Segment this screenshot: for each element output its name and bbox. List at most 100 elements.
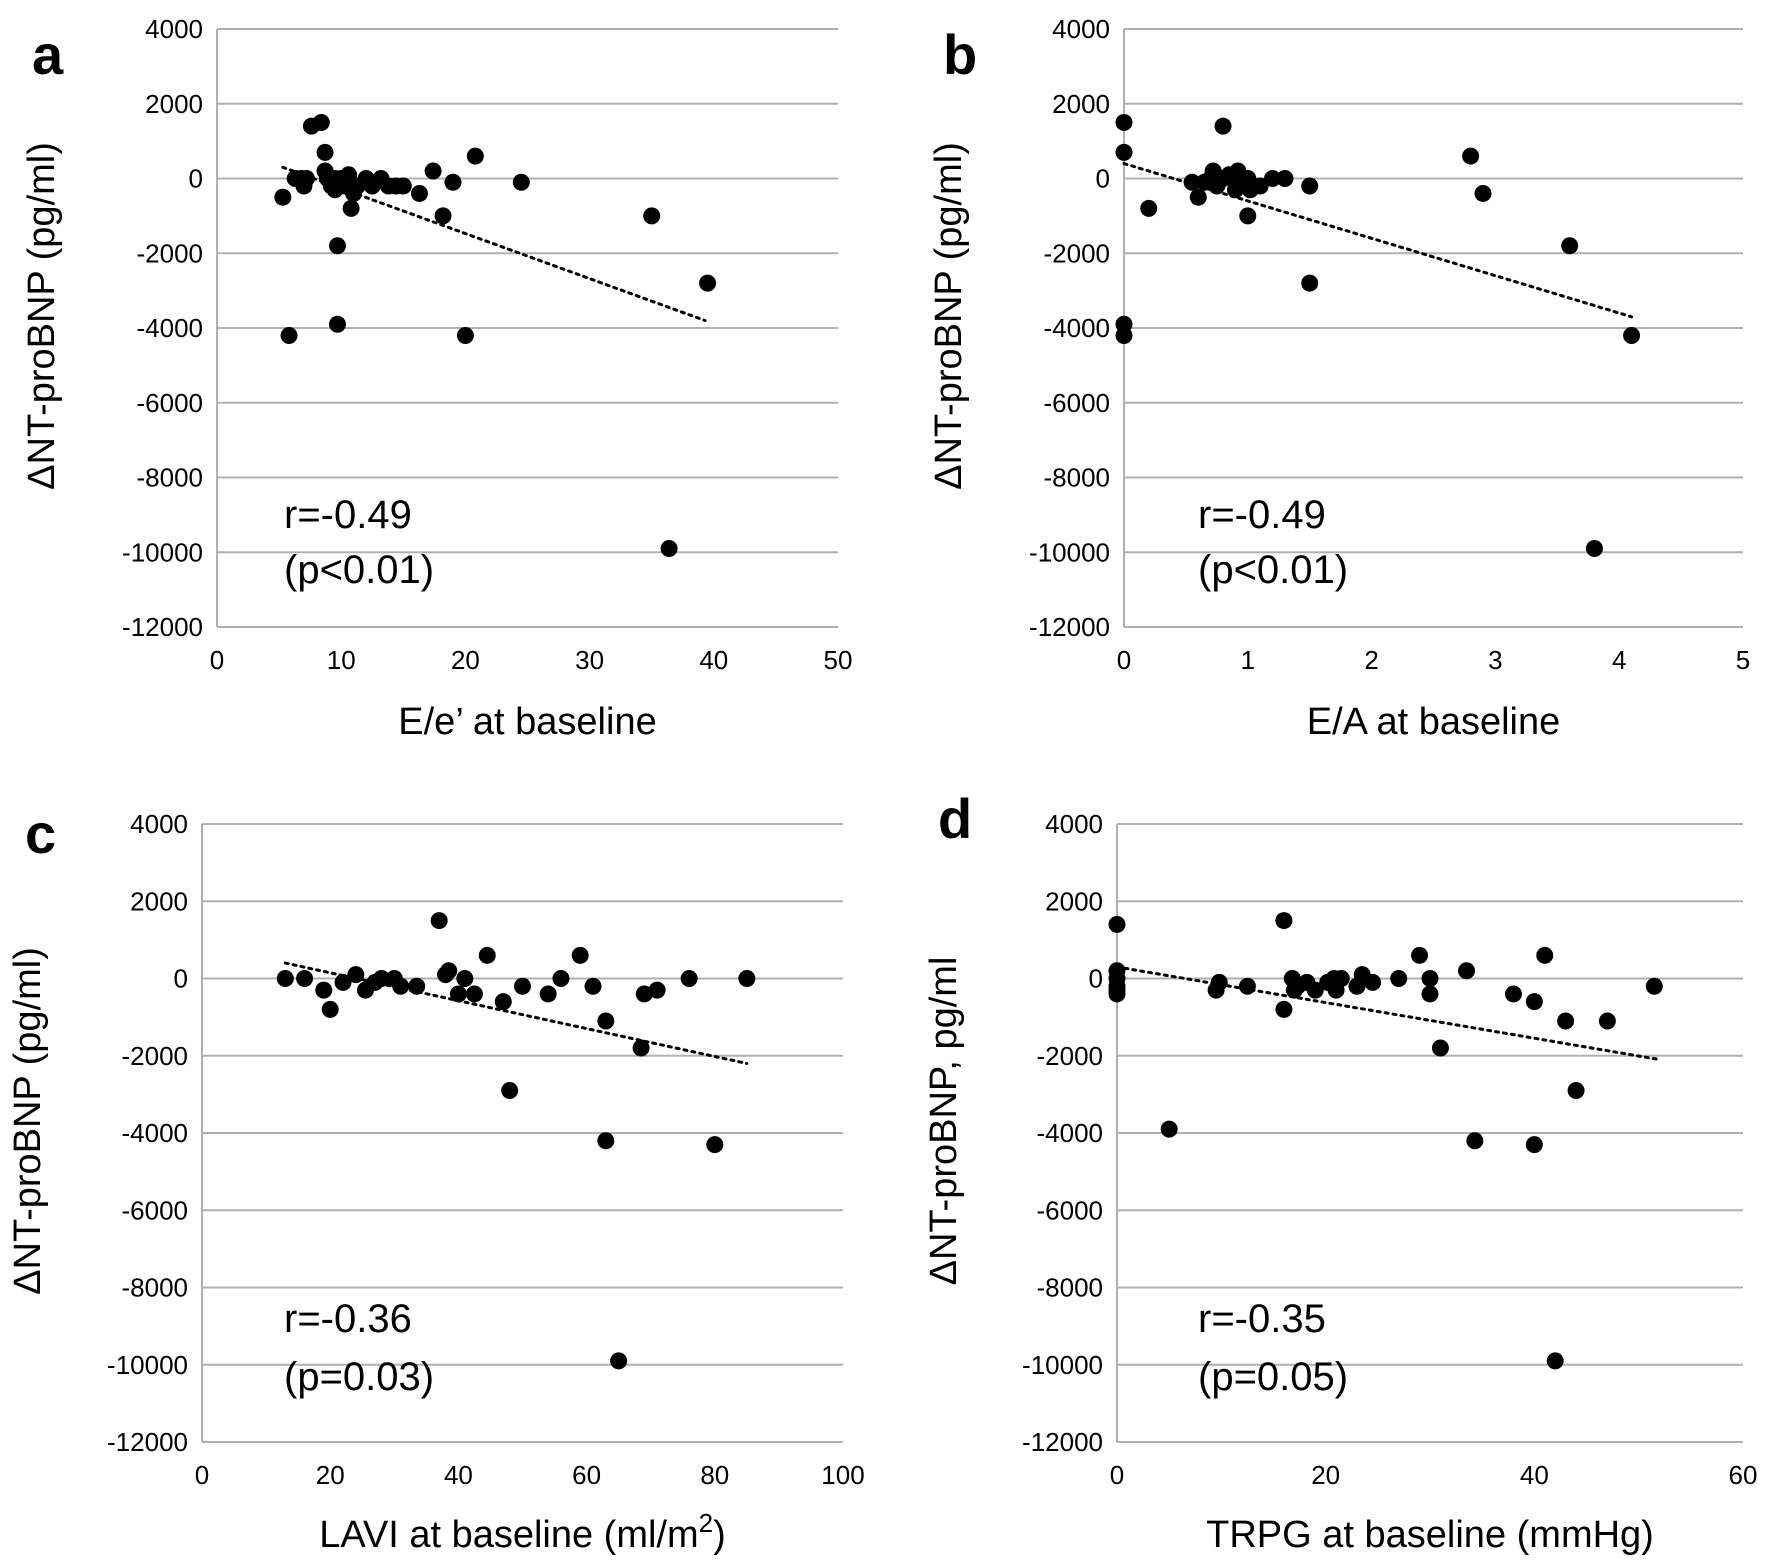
data-point (1561, 237, 1579, 255)
data-point (1189, 188, 1207, 206)
y-tick-label: -12000 (1022, 1427, 1103, 1457)
y-tick-label: -8000 (1044, 463, 1111, 493)
y-tick-label: -10000 (1029, 537, 1110, 567)
data-point (512, 173, 530, 191)
data-point (597, 1132, 615, 1150)
data-point (1160, 1120, 1178, 1138)
panel-c: c 4000 2000 0 -2000 -4000 -6000 -8000 -10000 -12… (7, 802, 865, 1556)
x-tick-label: 20 (451, 645, 480, 675)
data-point (680, 970, 698, 987)
data-point (315, 981, 333, 999)
y-tick-label: -4000 (122, 1118, 189, 1148)
data-point (434, 207, 452, 225)
data-point (1536, 946, 1554, 964)
x-tick-label: 40 (1520, 1460, 1549, 1490)
data-point (392, 977, 410, 995)
data-point (1364, 973, 1382, 991)
data-point (1183, 173, 1201, 191)
p-value-label: (p=0.03) (284, 1355, 434, 1399)
data-point (1623, 326, 1641, 344)
data-point (1238, 977, 1256, 995)
data-point (1115, 113, 1133, 131)
panel-a: a 4000 2000 0 -2000 -4000 -6000 -8000 -10000 -12… (21, 14, 852, 743)
x-tick-label: 20 (316, 1460, 345, 1490)
data-point (1275, 1000, 1293, 1018)
y-tick-label: 2000 (145, 89, 203, 119)
x-tick-label: 60 (1729, 1460, 1758, 1490)
x-tick-label: 100 (821, 1460, 864, 1490)
panel-label: d (938, 787, 972, 850)
x-axis-label: E/e’ at baseline (398, 701, 656, 743)
data-point (456, 326, 474, 344)
x-tick-label: 0 (1110, 1460, 1124, 1490)
data-point (660, 540, 678, 558)
data-point (1115, 326, 1133, 344)
data-point (1264, 170, 1282, 187)
x-axis-label-end: ) (713, 1514, 726, 1556)
y-tick-label: -12000 (1029, 612, 1110, 642)
data-point (1210, 973, 1228, 991)
data-point (312, 113, 330, 131)
correlation-label: r=-0.36 (284, 1297, 412, 1341)
y-tick-label: 2000 (1045, 886, 1103, 916)
data-point (1474, 184, 1492, 202)
data-point (1214, 117, 1232, 135)
p-value-label: (p=0.05) (1198, 1355, 1348, 1399)
y-tick-label: -2000 (122, 1041, 189, 1071)
data-point (316, 143, 334, 161)
y-tick-label: -8000 (122, 1273, 189, 1303)
data-point (1306, 981, 1324, 999)
data-point (1332, 970, 1350, 987)
x-tick-label: 80 (700, 1460, 729, 1490)
data-point (1546, 1352, 1564, 1370)
x-axis-label: E/A at baseline (1307, 701, 1561, 743)
data-point (1567, 1082, 1585, 1100)
y-tick-label: 0 (1089, 964, 1103, 994)
x-tick-label: 20 (1311, 1460, 1340, 1490)
y-tick-label: 4000 (1052, 14, 1110, 44)
x-tick-label: 0 (1117, 645, 1131, 675)
y-tick-label: -6000 (137, 388, 204, 418)
y-tick-label: 4000 (145, 14, 203, 44)
y-tick-label: -2000 (1044, 238, 1111, 268)
data-point (321, 1000, 339, 1018)
data-point (430, 912, 448, 930)
y-tick-label: 0 (1096, 164, 1110, 194)
data-point (342, 199, 360, 217)
y-tick-label: -4000 (1044, 313, 1111, 343)
data-point (408, 977, 426, 995)
data-point (1458, 962, 1476, 980)
x-tick-label: 1 (1241, 645, 1255, 675)
x-tick-label: 0 (195, 1460, 209, 1490)
y-tick-label: -8000 (137, 463, 204, 493)
y-axis-label: ΔNT-proBNP, pg/ml (923, 957, 965, 1286)
data-point (1525, 1136, 1543, 1154)
data-point (372, 970, 390, 987)
y-tick-label: -4000 (1037, 1118, 1104, 1148)
x-axis-label: LAVI at baseline (ml/m2) (319, 1508, 726, 1556)
x-tick-label: 10 (327, 645, 356, 675)
x-tick-label: 2 (1364, 645, 1378, 675)
data-point (552, 970, 570, 987)
correlation-label: r=-0.49 (1198, 493, 1326, 537)
data-point (1431, 1039, 1449, 1057)
y-tick-label: -6000 (1044, 388, 1111, 418)
data-point (1301, 177, 1319, 195)
data-point (440, 962, 458, 980)
data-point (1140, 199, 1158, 217)
data-point (514, 977, 531, 995)
x-tick-label: 3 (1488, 645, 1502, 675)
data-point (1598, 1012, 1616, 1030)
x-tick-label: 60 (572, 1460, 601, 1490)
x-tick-label: 50 (824, 645, 853, 675)
data-point (635, 985, 653, 1003)
y-axis-label: ΔNT-proBNP (pg/ml) (928, 142, 970, 490)
data-point (466, 147, 484, 165)
data-point (274, 188, 292, 206)
data-point (328, 315, 346, 333)
y-tick-label: 0 (189, 164, 203, 194)
data-point (478, 946, 496, 964)
data-point (394, 177, 412, 195)
data-point (1390, 970, 1408, 987)
x-tick-label: 40 (444, 1460, 473, 1490)
